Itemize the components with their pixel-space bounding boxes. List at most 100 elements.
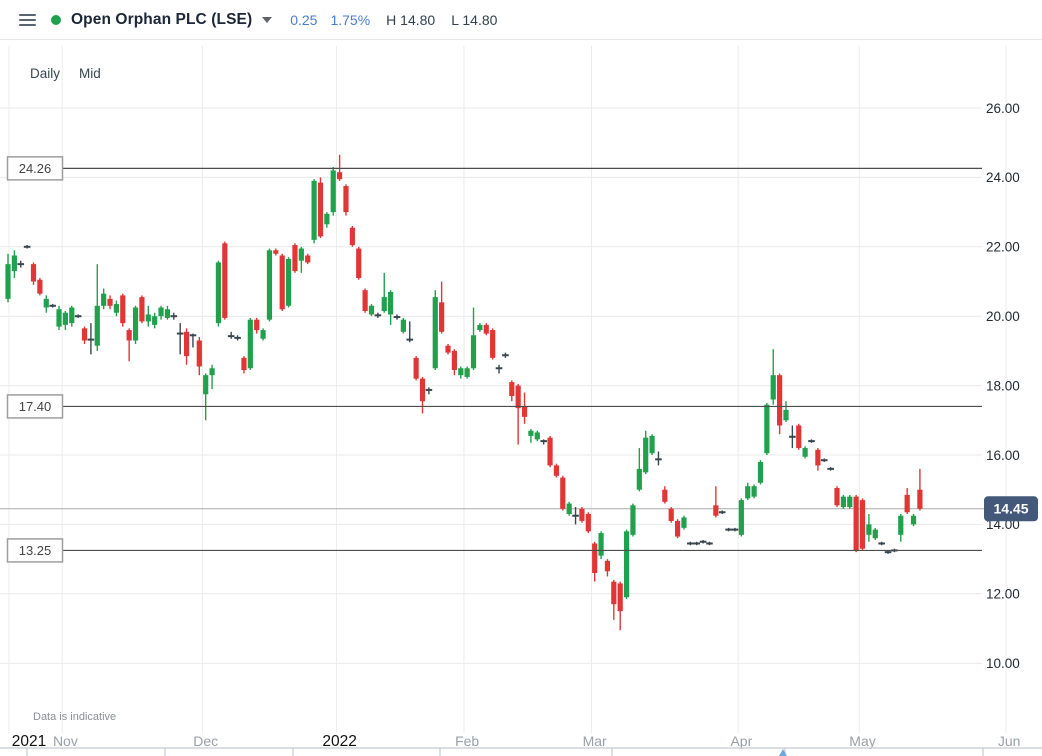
candle — [330, 166, 336, 216]
candle — [802, 446, 808, 459]
price-axis-tick: 16.00 — [986, 448, 1020, 463]
candle — [636, 448, 642, 492]
candle — [853, 494, 859, 553]
candle — [356, 246, 362, 280]
candle — [152, 312, 158, 329]
candle — [483, 323, 489, 336]
month-label: Jun — [998, 733, 1021, 749]
candle — [393, 314, 401, 320]
status-dot-icon — [51, 14, 61, 25]
candle — [170, 312, 178, 320]
candle — [43, 295, 49, 313]
level-lines[interactable]: 24.26 17.40 13.25 — [6, 156, 983, 563]
candle — [126, 328, 132, 362]
month-label: Mar — [583, 733, 607, 749]
candle — [783, 401, 789, 423]
candle — [725, 527, 732, 532]
candle — [145, 305, 151, 327]
month-label: Dec — [193, 733, 218, 749]
price-basis-control[interactable]: Mid — [79, 66, 101, 81]
candle — [400, 317, 406, 334]
candle — [266, 248, 273, 322]
range-marker-icon[interactable] — [779, 749, 787, 756]
candle — [718, 510, 726, 514]
level-label: 13.25 — [19, 543, 52, 558]
price-change: 0.25 — [290, 11, 318, 28]
candle — [757, 460, 764, 485]
chart-toolbar: Daily Mid — [30, 66, 101, 81]
candle — [643, 430, 649, 475]
level-label: 17.40 — [19, 399, 52, 414]
candle — [477, 323, 483, 332]
candle — [495, 364, 503, 374]
candle — [260, 328, 266, 341]
day-low: L 14.80 — [451, 11, 498, 28]
candle — [62, 310, 68, 331]
candle — [490, 328, 496, 360]
menu-icon[interactable] — [19, 13, 36, 26]
candle — [158, 305, 164, 320]
candle — [139, 295, 145, 324]
candle — [164, 305, 171, 320]
candle — [820, 458, 828, 462]
candle — [254, 317, 260, 334]
month-label: Feb — [455, 733, 479, 749]
candle — [611, 579, 617, 620]
range-strip[interactable] — [0, 747, 1042, 756]
candle — [604, 559, 611, 577]
instrument-title[interactable]: Open Orphan PLC (LSE) — [71, 10, 253, 28]
candle — [406, 321, 414, 343]
chevron-down-icon[interactable] — [262, 16, 273, 23]
level-label-box[interactable] — [6, 156, 64, 181]
candle — [368, 304, 375, 317]
candle — [445, 343, 451, 355]
candle — [49, 304, 56, 308]
month-label: May — [849, 733, 875, 749]
candle — [566, 501, 572, 516]
day-high: H 14.80 — [386, 11, 436, 28]
candle — [113, 300, 120, 317]
price-axis-tick: 12.00 — [986, 587, 1020, 602]
price-gridlines — [0, 107, 982, 664]
candle — [222, 241, 228, 320]
header: Open Orphan PLC (LSE) 0.25 1.75% H 14.80… — [0, 0, 1042, 40]
candle — [668, 507, 674, 523]
candle — [630, 503, 636, 537]
candle — [674, 519, 681, 539]
month-gridlines — [8, 46, 1007, 733]
level-label-box[interactable] — [6, 394, 64, 419]
year-label: 2021 — [12, 733, 46, 750]
time-axis: 2021 Nov Dec 2022 Feb Mar Apr May Jun — [12, 733, 1021, 750]
level-label-box[interactable] — [6, 538, 64, 563]
candle — [464, 366, 470, 379]
candle — [910, 513, 917, 527]
candle — [413, 356, 419, 381]
candle — [866, 513, 872, 542]
candle — [706, 541, 713, 546]
candle — [5, 253, 11, 303]
candle — [381, 272, 387, 313]
candle — [419, 376, 426, 414]
candle — [176, 323, 184, 355]
candle — [872, 527, 878, 541]
candle — [834, 486, 840, 508]
candle — [227, 331, 235, 339]
candle — [560, 475, 566, 511]
candle — [215, 260, 222, 327]
price-axis-tick: 20.00 — [986, 309, 1020, 324]
price-axis-tick: 22.00 — [986, 240, 1020, 255]
candle — [132, 305, 139, 344]
candle — [598, 531, 604, 560]
candle — [470, 307, 477, 370]
candle — [317, 177, 324, 239]
candle — [738, 498, 744, 537]
candle — [815, 448, 821, 471]
candle — [23, 245, 31, 249]
timeframe-control[interactable]: Daily — [30, 66, 61, 81]
candle — [196, 337, 202, 376]
price-axis-tick: 10.00 — [986, 656, 1020, 671]
candle — [349, 225, 355, 247]
candle — [699, 540, 707, 544]
